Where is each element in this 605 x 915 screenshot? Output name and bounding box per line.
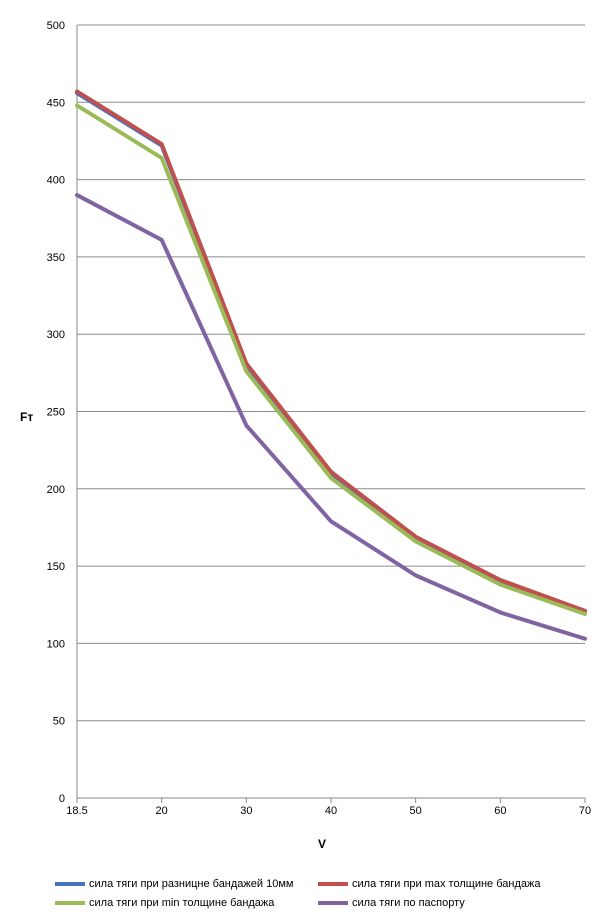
legend-item-series-2: сила тяги при max толщине бандажа: [318, 878, 540, 890]
y-tick-label: 250: [47, 407, 65, 419]
x-tick-label: 30: [240, 805, 252, 817]
legend-item-series-3: сила тяги при min толщине бандажа: [55, 897, 274, 909]
x-tick-label: 20: [156, 805, 168, 817]
legend-item-series-1: сила тяги при разницне бандажей 10мм: [55, 878, 293, 890]
x-tick-label: 60: [494, 805, 506, 817]
y-tick-label: 0: [59, 793, 65, 805]
legend-label: сила тяги при min толщине бандажа: [89, 897, 275, 909]
y-tick-label: 400: [47, 175, 65, 187]
legend-label: сила тяги по паспорту: [352, 897, 465, 909]
y-tick-label: 450: [47, 97, 65, 109]
legend-label: сила тяги при max толщине бандажа: [352, 878, 541, 890]
series-line-1: [75, 91, 587, 613]
y-tick-label: 100: [47, 638, 65, 650]
y-tick-label: 50: [53, 716, 65, 728]
y-tick-label: 350: [47, 252, 65, 264]
x-tick-label: 50: [410, 805, 422, 817]
y-axis-title: Fт: [20, 410, 33, 424]
gridlines: [77, 24, 585, 722]
legend-label: сила тяги при разницне бандажей 10мм: [89, 878, 294, 890]
legend-swatch: [55, 901, 85, 905]
x-tick-label: 18.5: [66, 805, 87, 817]
x-tick-labels: 18.5 20 30 40 50 60 70: [66, 798, 591, 817]
x-tick-label: 70: [579, 805, 591, 817]
y-tick-label: 500: [47, 20, 65, 32]
y-tick-label: 300: [47, 329, 65, 341]
x-tick-label: 40: [325, 805, 337, 817]
legend: сила тяги при разницне бандажей 10мм сил…: [0, 878, 605, 915]
series-line-3: [75, 103, 587, 617]
series-lines: [75, 89, 587, 641]
legend-swatch: [55, 882, 85, 886]
legend-swatch: [318, 882, 348, 886]
series-line-4: [75, 193, 587, 641]
y-tick-label: 150: [47, 561, 65, 573]
series-line-2: [75, 89, 587, 613]
x-axis-title: V: [318, 837, 326, 851]
y-tick-label: 200: [47, 484, 65, 496]
legend-item-series-4: сила тяги по паспорту: [318, 897, 465, 909]
legend-swatch: [318, 901, 348, 905]
y-tick-labels: 0 50 100 150 200 250 300 350 400 450 500: [47, 20, 65, 805]
